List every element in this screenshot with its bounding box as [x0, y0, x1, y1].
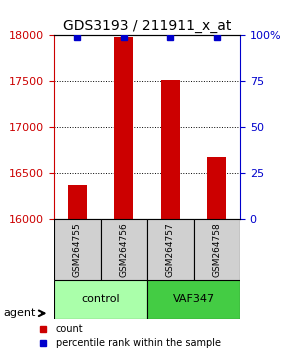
Bar [68, 184, 87, 219]
FancyBboxPatch shape [100, 219, 147, 280]
Text: GSM264758: GSM264758 [212, 222, 221, 277]
Text: GSM264755: GSM264755 [73, 222, 82, 277]
Text: agent: agent [3, 308, 35, 318]
Text: control: control [81, 294, 120, 304]
FancyBboxPatch shape [147, 219, 194, 280]
Text: GSM264756: GSM264756 [119, 222, 128, 277]
Title: GDS3193 / 211911_x_at: GDS3193 / 211911_x_at [63, 19, 231, 33]
Bar [115, 37, 133, 219]
Text: count: count [56, 324, 83, 334]
FancyBboxPatch shape [147, 280, 240, 319]
Text: VAF347: VAF347 [172, 294, 214, 304]
FancyBboxPatch shape [194, 219, 240, 280]
FancyBboxPatch shape [54, 280, 147, 319]
Text: GSM264757: GSM264757 [166, 222, 175, 277]
FancyBboxPatch shape [54, 219, 100, 280]
Bar [208, 157, 226, 219]
Bar [161, 80, 179, 219]
Text: percentile rank within the sample: percentile rank within the sample [56, 338, 220, 348]
